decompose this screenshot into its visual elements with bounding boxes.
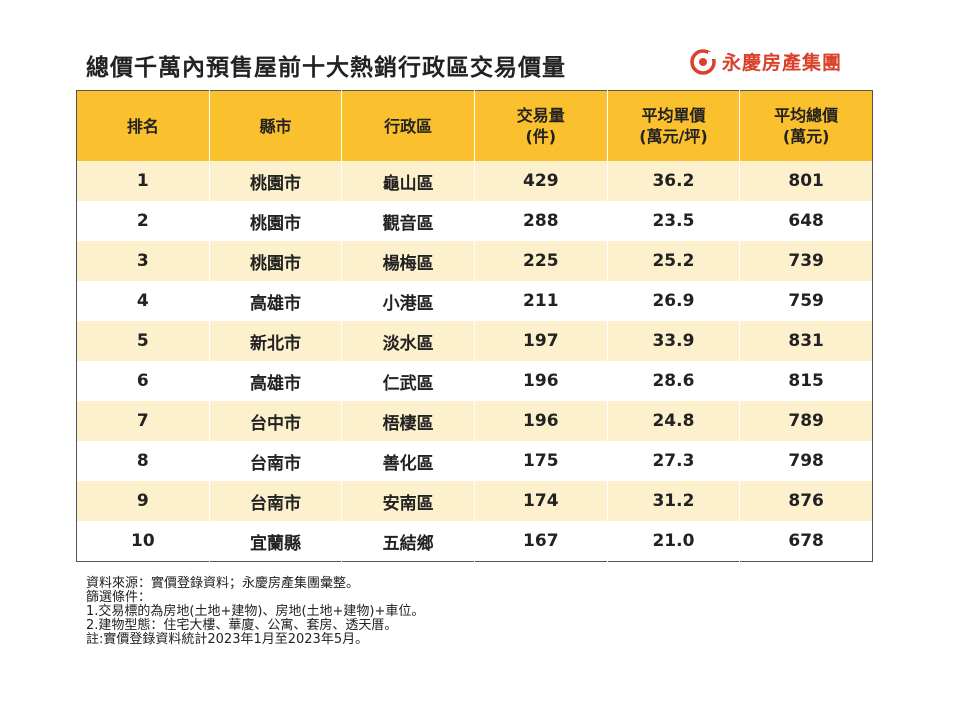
cell: 225 — [473, 241, 608, 281]
cell: 196 — [473, 401, 608, 441]
cell: 梧棲區 — [341, 401, 475, 441]
title: 總價千萬內預售屋前十大熱銷行政區交易價量 — [86, 55, 566, 81]
cell: 4 — [136, 291, 149, 311]
table-row: 3 桃園市 楊梅區 225 25.2 739 — [76, 241, 873, 281]
logo-icon — [690, 48, 716, 75]
cell: 善化區 — [341, 441, 475, 481]
cell: 196 — [473, 361, 608, 401]
table-row: 8 台南市 善化區 175 27.3 798 — [77, 441, 873, 481]
column-header: 縣市 — [208, 90, 342, 161]
cell: 1 — [76, 161, 210, 201]
cell: 台南市 — [208, 441, 342, 481]
cell: 仁武區 — [341, 361, 475, 401]
table-row: 7 台中市 梧棲區 196 24.8 789 — [76, 401, 873, 441]
note-line: 註:實價登錄資料統計2023年1月至2023年5月。 — [86, 632, 369, 647]
cell: 台南市 — [208, 481, 342, 521]
cell: 28.6 — [606, 361, 740, 401]
header-line: 縣市 — [259, 116, 292, 136]
cell: 739 — [739, 241, 873, 281]
table-row: 1 桃園市 龜山區 429 36.2 801 — [76, 161, 873, 201]
cell: 7 — [76, 401, 210, 441]
column-header: 平均單價 (萬元/坪) — [606, 90, 740, 161]
column-header: 平均總價 (萬元) — [739, 90, 873, 161]
cell: 龜山區 — [341, 161, 475, 201]
header-line: 交易量 — [516, 106, 565, 125]
cell: 8 — [136, 451, 149, 471]
cell: 175 — [473, 441, 608, 481]
cell: 6 — [136, 371, 149, 391]
cell: 觀音區 — [341, 201, 475, 241]
header-line: (萬元) — [782, 127, 830, 146]
cell: 9 — [76, 481, 210, 521]
header-line: 平均總價 — [774, 106, 839, 125]
column-header: 行政區 — [341, 90, 475, 161]
cell: 798 — [739, 441, 873, 481]
cell: 24.8 — [606, 401, 740, 441]
cell: 759 — [739, 281, 873, 321]
cell: 211 — [473, 281, 608, 321]
column-header: 交易量 (件) — [473, 90, 608, 161]
table-row: 5 新北市 淡水區 197 33.9 831 — [76, 321, 873, 361]
cell: 高雄市 — [208, 281, 342, 321]
note-line: 1.交易標的為房地(土地+建物)、房地(土地+建物)+車位。 — [86, 604, 425, 619]
cell: 26.9 — [606, 281, 740, 321]
note-line: 篩選條件： — [86, 590, 152, 605]
cell: 楊梅區 — [341, 241, 475, 281]
cell: 3 — [76, 241, 210, 281]
logo: 永慶房產集團 — [690, 48, 842, 75]
cell: 429 — [473, 161, 608, 201]
header-line: 排名 — [126, 116, 159, 136]
cell: 25.2 — [606, 241, 740, 281]
cell: 五結鄉 — [341, 521, 475, 562]
cell: 789 — [739, 401, 873, 441]
cell: 桃園市 — [208, 241, 342, 281]
header-line: (件) — [525, 127, 557, 146]
cell: 27.3 — [606, 441, 740, 481]
cell: 安南區 — [341, 481, 475, 521]
cell: 10 — [130, 531, 155, 551]
cell: 288 — [473, 201, 608, 241]
cell: 小港區 — [341, 281, 475, 321]
logo-text: 永慶房產集團 — [722, 52, 843, 74]
table: 排名 縣市 行政區 交易量 (件) 平均單價 (萬元/坪) 平均總價 (萬元) 1 桃園市 龜山區 42… — [76, 90, 873, 562]
cell: 桃園市 — [208, 201, 342, 241]
cell: 5 — [76, 321, 210, 361]
cell: 台中市 — [208, 401, 342, 441]
table-row: 4 高雄市 小港區 211 26.9 759 — [77, 281, 873, 321]
table-row: 9 台南市 安南區 174 31.2 876 — [76, 481, 873, 521]
table-row: 2 桃園市 觀音區 288 23.5 648 — [77, 201, 873, 241]
note-line: 2.建物型態：住宅大樓、華廈、公寓、套房、透天厝。 — [86, 618, 398, 633]
note-line: 資料來源：實價登錄資料；永慶房產集團彙整。 — [86, 576, 360, 591]
cell: 23.5 — [606, 201, 740, 241]
cell: 宜蘭縣 — [208, 521, 342, 562]
cell: 876 — [739, 481, 873, 521]
cell: 淡水區 — [341, 321, 475, 361]
cell: 21.0 — [606, 521, 740, 562]
cell: 831 — [739, 321, 873, 361]
header-line: 行政區 — [384, 116, 433, 136]
cell: 815 — [739, 361, 873, 401]
cell: 36.2 — [606, 161, 740, 201]
cell: 174 — [473, 481, 608, 521]
cell: 高雄市 — [208, 361, 342, 401]
cell: 648 — [739, 201, 873, 241]
cell: 678 — [739, 521, 873, 562]
cell: 31.2 — [606, 481, 740, 521]
table-row: 10 宜蘭縣 五結鄉 167 21.0 678 — [77, 521, 873, 562]
table-row: 6 高雄市 仁武區 196 28.6 815 — [77, 361, 873, 401]
notes: 資料來源：實價登錄資料；永慶房產集團彙整。 篩選條件： 1.交易標的為房地(土地+建… — [86, 577, 424, 647]
header-line: 平均單價 — [641, 106, 706, 125]
cell: 197 — [473, 321, 608, 361]
cell: 桃園市 — [208, 161, 342, 201]
column-header: 排名 — [76, 90, 210, 161]
header-line: (萬元/坪) — [639, 127, 708, 146]
cell: 167 — [473, 521, 608, 562]
cell: 新北市 — [208, 321, 342, 361]
cell: 2 — [136, 211, 149, 231]
cell: 801 — [739, 161, 873, 201]
cell: 33.9 — [606, 321, 740, 361]
